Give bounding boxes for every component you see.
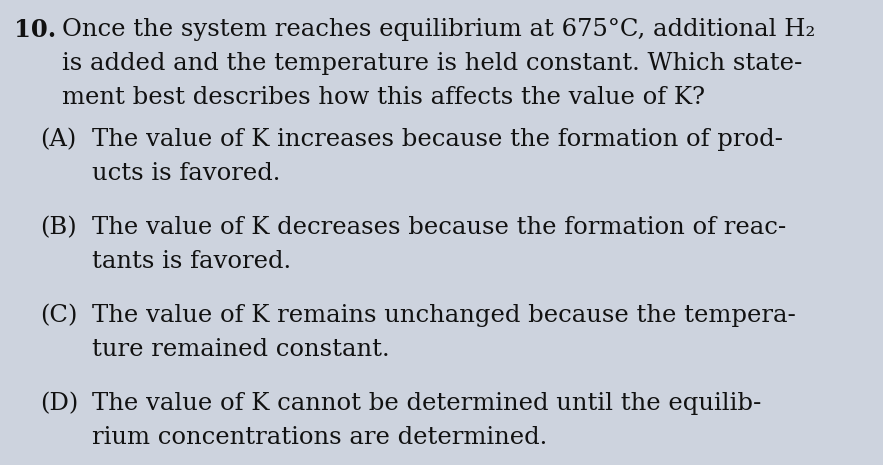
Text: tants is favored.: tants is favored. bbox=[92, 250, 291, 273]
Text: (B): (B) bbox=[40, 216, 77, 239]
Text: ucts is favored.: ucts is favored. bbox=[92, 162, 281, 185]
Text: 10.: 10. bbox=[14, 18, 57, 42]
Text: The value of K increases because the formation of prod-: The value of K increases because the for… bbox=[92, 128, 783, 151]
Text: ment best describes how this affects the value of K?: ment best describes how this affects the… bbox=[62, 86, 705, 109]
Text: (A): (A) bbox=[40, 128, 76, 151]
Text: is added and the temperature is held constant. Which state-: is added and the temperature is held con… bbox=[62, 52, 803, 75]
Text: The value of K cannot be determined until the equilib-: The value of K cannot be determined unti… bbox=[92, 392, 761, 415]
Text: ture remained constant.: ture remained constant. bbox=[92, 338, 389, 361]
Text: (D): (D) bbox=[40, 392, 79, 415]
Text: rium concentrations are determined.: rium concentrations are determined. bbox=[92, 426, 547, 449]
Text: Once the system reaches equilibrium at 675°C, additional H₂: Once the system reaches equilibrium at 6… bbox=[62, 18, 815, 41]
Text: The value of K decreases because the formation of reac-: The value of K decreases because the for… bbox=[92, 216, 786, 239]
Text: (C): (C) bbox=[40, 304, 78, 327]
Text: The value of K remains unchanged because the tempera-: The value of K remains unchanged because… bbox=[92, 304, 796, 327]
